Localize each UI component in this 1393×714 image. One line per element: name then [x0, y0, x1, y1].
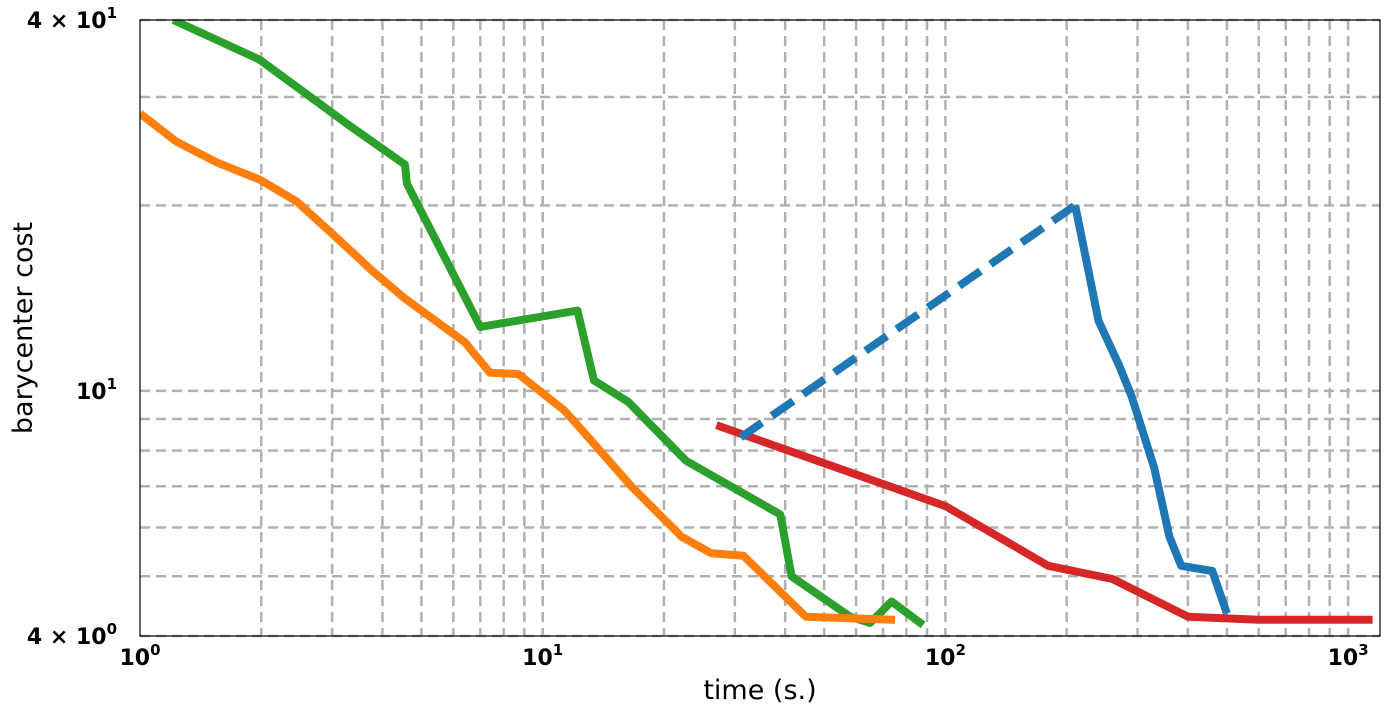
- y-tick-label: 4 × 101: [27, 4, 117, 34]
- series-line-0: [171, 20, 926, 629]
- tick-labels: 100 101 102 103 4 × 100 101 4 × 101: [27, 4, 1369, 671]
- series-line-4: [1071, 204, 1231, 615]
- x-tick-label: 100: [119, 641, 160, 671]
- series-line-1: [140, 110, 896, 624]
- series-line-2: [715, 421, 1373, 624]
- x-tick-label: 101: [522, 641, 563, 671]
- axis-frame: [139, 19, 1381, 637]
- series-group: [140, 20, 1373, 629]
- y-tick-label: 4 × 100: [27, 620, 117, 650]
- y-tick-label: 101: [76, 375, 117, 405]
- x-axis-label: time (s.): [703, 675, 816, 706]
- x-tick-label: 103: [1328, 641, 1369, 671]
- x-tick-label: 102: [925, 641, 966, 671]
- y-axis-label: barycenter cost: [8, 222, 39, 434]
- series-line-3: [738, 202, 1078, 441]
